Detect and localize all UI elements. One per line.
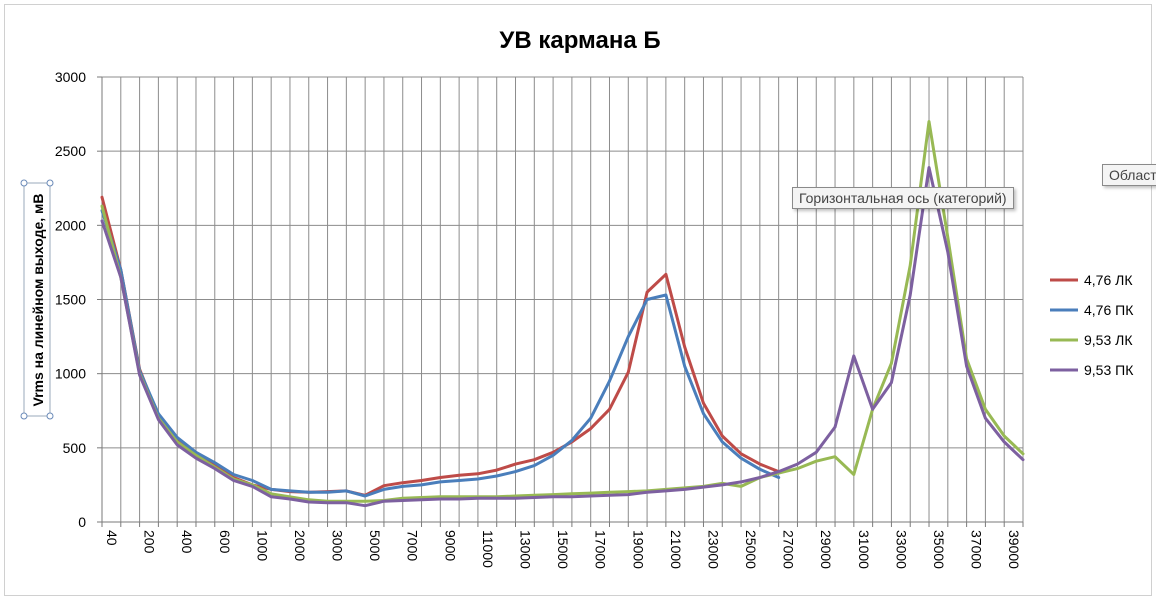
x-tick-label: 9000 [442,530,458,561]
chart-title: УВ кармана Б [499,27,660,54]
legend-label: 4,76 ЛК [1084,272,1133,288]
grid [101,76,1024,523]
resize-handle[interactable] [46,412,54,420]
y-tick-label: 1500 [55,292,86,308]
area-tooltip: Област [1102,164,1156,186]
x-tick-label: 7000 [405,530,421,561]
series-line[interactable] [100,120,1025,503]
x-tick-label: 400 [179,530,195,554]
x-tick-label: 11000 [480,530,496,568]
y-tick-label: 1000 [55,366,86,382]
x-tick-label: 23000 [705,530,721,569]
legend-label: 9,53 ПК [1084,362,1134,378]
x-tick-label: 37000 [969,530,985,569]
y-tick-label: 2000 [55,217,86,233]
series-line[interactable] [100,166,1025,508]
resize-handle[interactable] [20,179,28,187]
x-tick-label: 2000 [292,530,308,561]
x-tick-label: 600 [217,530,233,554]
y-axis-ticks[interactable]: 0 500 1000 1500 2000 2500 3000 [55,69,102,530]
x-tick-label: 19000 [630,530,646,569]
x-tick-label: 1000 [254,530,270,561]
y-tick-label: 3000 [55,69,86,85]
x-tick-label: 200 [142,530,158,554]
x-tick-label: 39000 [1006,530,1022,569]
y-axis-title-box[interactable]: Vrms на линейном выходе, мВ [20,179,54,420]
y-tick-label: 500 [63,440,87,456]
series-line[interactable] [100,209,781,498]
x-tick-label: 31000 [856,530,872,569]
x-tick-label: 17000 [593,530,609,569]
x-tick-label: 15000 [555,530,571,569]
y-tick-label: 0 [78,514,86,530]
x-tick-label: 13000 [518,530,534,569]
series-lines[interactable] [100,120,1025,508]
x-tick-label: 33000 [893,530,909,569]
chart-frame [4,4,1152,596]
x-tick-label: 27000 [781,530,797,569]
x-tick-label: 5000 [367,530,383,561]
x-tick-label: 40 [104,530,120,546]
y-axis-title: Vrms на линейном выходе, мВ [30,194,46,407]
legend-label: 9,53 ЛК [1084,332,1133,348]
y-tick-label: 2500 [55,143,86,159]
x-axis-ticks[interactable]: 40 200 400 600 1000 2000 3000 5000 7000 9000 11000… [101,522,1024,569]
resize-handle[interactable] [46,179,54,187]
x-tick-label: 25000 [743,530,759,569]
resize-handle[interactable] [20,412,28,420]
x-tick-label: 21000 [668,530,684,569]
axis-tooltip: Горизонтальная ось (категорий) [792,187,1014,209]
x-tick-label: 35000 [931,530,947,569]
x-tick-label: 29000 [818,530,834,569]
legend[interactable]: 4,76 ЛК 4,76 ПК 9,53 ЛК 9,53 ПК [1050,272,1134,378]
legend-label: 4,76 ПК [1084,302,1134,318]
x-tick-label: 3000 [330,530,346,561]
